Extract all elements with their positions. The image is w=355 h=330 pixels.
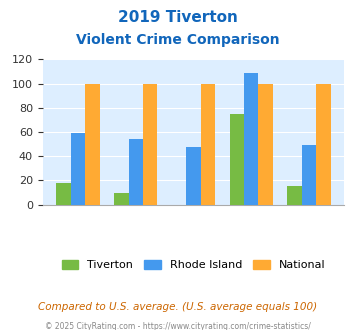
Bar <box>85 83 100 205</box>
Bar <box>114 192 129 205</box>
Text: Compared to U.S. average. (U.S. average equals 100): Compared to U.S. average. (U.S. average … <box>38 302 317 312</box>
Bar <box>287 186 302 205</box>
Text: 2019 Tiverton: 2019 Tiverton <box>118 10 237 25</box>
Bar <box>71 133 85 205</box>
Bar <box>302 145 316 205</box>
Bar <box>56 183 71 205</box>
Text: Violent Crime Comparison: Violent Crime Comparison <box>76 33 279 47</box>
Bar <box>316 83 331 205</box>
Text: © 2025 CityRating.com - https://www.cityrating.com/crime-statistics/: © 2025 CityRating.com - https://www.city… <box>45 322 310 330</box>
Legend: Tiverton, Rhode Island, National: Tiverton, Rhode Island, National <box>57 255 330 275</box>
Bar <box>230 114 244 205</box>
Bar <box>143 83 157 205</box>
Bar <box>201 83 215 205</box>
Bar <box>258 83 273 205</box>
Bar <box>129 139 143 205</box>
Bar <box>186 147 201 205</box>
Bar <box>244 73 258 205</box>
